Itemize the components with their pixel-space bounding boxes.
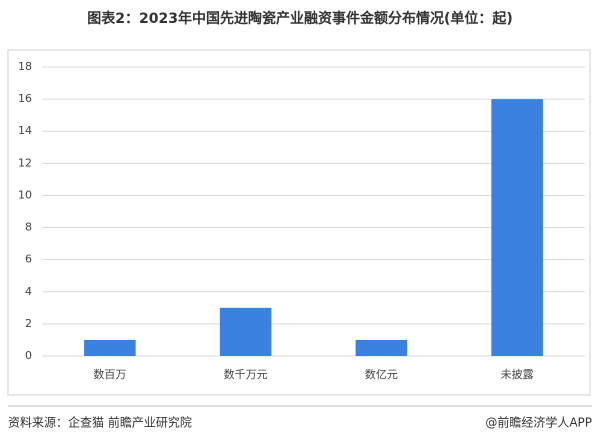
y-tick-label: 0 (25, 349, 32, 362)
bar (491, 99, 543, 356)
y-tick-label: 16 (18, 92, 32, 105)
chart-title: 图表2：2023年中国先进陶瓷产业融资事件金额分布情况(单位：起) (87, 10, 513, 27)
source: 资料来源：企查猫 前瞻产业研究院 (8, 415, 192, 430)
y-tick-label: 4 (25, 285, 32, 298)
x-tick-label: 数亿元 (365, 368, 398, 381)
bar (355, 339, 408, 356)
y-tick-label: 6 (25, 253, 32, 266)
y-tick-label: 12 (18, 156, 32, 169)
chart-frame (7, 49, 591, 396)
y-tick-label: 10 (18, 188, 32, 201)
x-tick-label: 数千万元 (224, 368, 268, 381)
bar (84, 339, 136, 356)
x-tick-label: 数百万 (93, 368, 126, 381)
y-tick-label: 8 (25, 221, 32, 234)
credit: @前瞻经济学人APP (485, 415, 592, 430)
bar (219, 307, 272, 356)
x-tick-label: 未披露 (501, 367, 534, 381)
y-tick-label: 2 (25, 317, 32, 330)
y-tick-label: 18 (18, 60, 32, 73)
y-tick-label: 14 (18, 124, 32, 137)
